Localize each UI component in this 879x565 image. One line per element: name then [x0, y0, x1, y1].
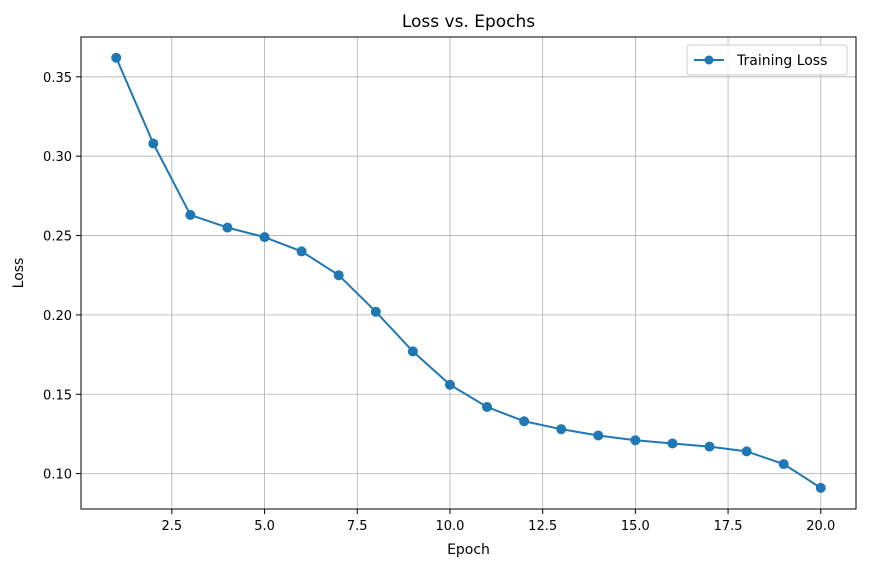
y-tick-label: 0.15: [43, 388, 72, 403]
legend-entry-training-loss: Training Loss: [736, 53, 827, 69]
chart-title: Loss vs. Epochs: [402, 12, 535, 32]
data-point: [815, 482, 826, 493]
data-point: [444, 379, 455, 390]
x-tick-label: 7.5: [347, 519, 368, 534]
y-axis-ticks: 0.10 0.15 0.20 0.25 0.30 0.35: [43, 71, 81, 483]
x-tick-label: 12.5: [528, 519, 557, 534]
legend-marker: [704, 55, 714, 65]
series-layer: [111, 52, 826, 493]
legend-box: [686, 44, 848, 76]
data-point: [370, 306, 381, 317]
data-point: [333, 270, 344, 281]
x-tick-label: 5.0: [254, 519, 275, 534]
plot-frame: [80, 36, 857, 510]
data-point: [148, 138, 159, 149]
data-point: [519, 416, 530, 427]
x-tick-label: 17.5: [714, 519, 743, 534]
y-tick-label: 0.20: [43, 309, 72, 324]
series-line: [115, 57, 822, 489]
data-point: [704, 441, 715, 452]
data-point: [185, 209, 196, 220]
y-tick-label: 0.35: [43, 71, 72, 86]
data-point: [222, 222, 233, 233]
data-point: [667, 438, 678, 449]
data-point: [593, 430, 604, 441]
x-tick-label: 10.0: [435, 519, 464, 534]
data-point: [630, 435, 641, 446]
x-tick-label: 15.0: [621, 519, 650, 534]
x-axis-label: Epoch: [447, 542, 490, 558]
data-point: [296, 246, 307, 257]
y-axis-label: Loss: [11, 258, 27, 289]
x-tick-label: 20.0: [806, 519, 835, 534]
y-tick-label: 0.10: [43, 468, 72, 483]
legend: Training Loss: [686, 44, 848, 76]
data-point: [778, 459, 789, 470]
data-point: [556, 424, 567, 435]
data-point: [741, 446, 752, 457]
data-point: [259, 232, 270, 243]
y-tick-label: 0.30: [43, 150, 72, 165]
data-point: [482, 401, 493, 412]
grid-lines: [81, 37, 856, 509]
y-tick-label: 0.25: [43, 230, 72, 245]
data-point: [111, 52, 122, 63]
x-axis-ticks: 2.5 5.0 7.5 10.0 12.5 15.0 17.5 20.0: [162, 509, 835, 534]
x-tick-label: 2.5: [162, 519, 183, 534]
data-point: [407, 346, 418, 357]
